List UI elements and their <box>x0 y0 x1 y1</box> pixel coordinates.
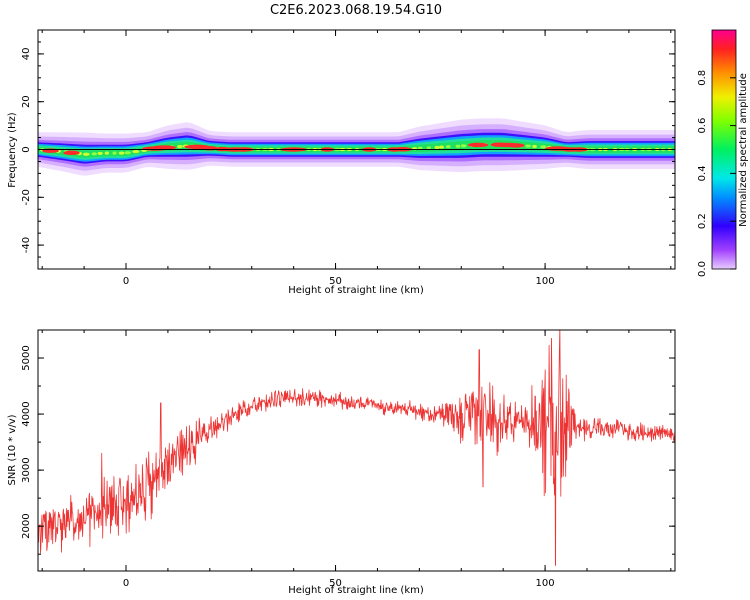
colorbar-ticks: 0.0 0.2 0.4 0.6 0.8 <box>697 70 736 277</box>
spectrogram-panel: 0 50 100 -40 -20 0 20 40 Height of straight lin… <box>7 29 676 296</box>
spectrogram-hotspot <box>151 145 177 150</box>
spectrogram-dot <box>434 145 440 150</box>
snr-ytick-label: 2000 <box>21 513 32 538</box>
spectrogram-xlabel: Height of straight line (km) <box>288 285 424 296</box>
spectrogram-dot <box>426 146 431 150</box>
spectrogram-dot <box>112 151 117 155</box>
spectrogram-dot <box>532 144 537 149</box>
spectrogram-hotspot <box>63 150 80 156</box>
snr-ytick-label: 3000 <box>21 457 32 482</box>
figure-title: C2E6.2023.068.19.54.G10 <box>270 3 442 18</box>
spectrogram-ytick-label: 20 <box>21 95 32 108</box>
colorbar: 0.0 0.2 0.4 0.6 0.8 Normalized spectral ampl… <box>697 29 749 277</box>
spectrogram-xtick-label: 50 <box>329 276 342 287</box>
snr-ytick-label: 5000 <box>21 345 32 370</box>
snr-panel: 0 50 100 2000 3000 4000 5000 Height of straigh… <box>7 329 676 596</box>
spectrogram-axes: 0 50 100 -40 -20 0 20 40 <box>21 29 675 287</box>
spectrogram-dot <box>455 144 461 148</box>
spectrogram-dot <box>525 144 531 148</box>
colorbar-tick-label: 0.8 <box>697 70 708 86</box>
snr-axes: 0 50 100 2000 3000 4000 5000 <box>21 329 675 589</box>
colorbar-tick-label: 0.6 <box>697 118 708 134</box>
colorbar-label: Normalized spectral amplitude <box>738 73 749 227</box>
spectrogram-dot <box>177 144 183 149</box>
spectrogram-dot <box>540 145 547 149</box>
spectrogram-dot <box>97 151 103 156</box>
snr-series-line <box>38 330 675 566</box>
colorbar-tick-label: 0.0 <box>697 261 708 277</box>
colorbar-gradient <box>711 29 737 270</box>
spectrogram-xtick-label: 0 <box>123 276 129 287</box>
snr-xlabel: Height of straight line (km) <box>288 585 424 596</box>
snr-xtick-label: 50 <box>329 578 342 589</box>
snr-xtick-label: 100 <box>536 578 555 589</box>
spectrogram-dot <box>438 145 444 149</box>
spectrogram-hotspot <box>507 143 525 148</box>
spectrogram-hotspot <box>467 142 489 148</box>
spectrogram-ytick-label: -20 <box>21 189 32 205</box>
spectrogram-dot <box>460 144 467 148</box>
spectrogram-ytick-label: -40 <box>21 237 32 253</box>
spectrogram-dot <box>91 152 97 156</box>
spectrogram-ylabel: Frequency (Hz) <box>7 112 18 188</box>
spectrogram-ytick-label: 0 <box>21 146 32 152</box>
spectrogram-ytick-label: 40 <box>21 48 32 61</box>
spectrogram-dot <box>124 151 131 155</box>
spectrogram-dot <box>132 149 140 154</box>
spectrogram-content <box>38 118 675 176</box>
spectrogram-dot <box>118 151 125 155</box>
colorbar-tick-label: 0.4 <box>697 165 708 181</box>
spectrogram-dot <box>445 145 451 149</box>
snr-ytick-label: 4000 <box>21 401 32 426</box>
snr-ylabel: SNR (10 * v/v) <box>7 414 18 485</box>
spectrogram-xtick-label: 100 <box>536 276 555 287</box>
spectrogram-dot <box>82 152 90 156</box>
colorbar-tick-label: 0.2 <box>697 213 708 229</box>
snr-xtick-label: 0 <box>123 578 129 589</box>
snr-frame <box>37 329 676 572</box>
spectrogram-dot <box>104 151 109 155</box>
